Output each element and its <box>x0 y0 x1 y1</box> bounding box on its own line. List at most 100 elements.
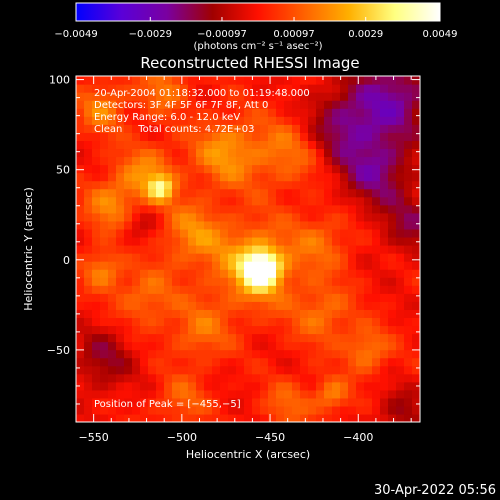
heatmap-cell <box>148 277 157 286</box>
heatmap-cell <box>76 244 85 254</box>
heatmap-cell <box>92 84 101 93</box>
heatmap-cell <box>324 76 333 85</box>
heatmap-cell <box>116 220 125 230</box>
heatmap-cell <box>348 212 357 222</box>
x-tick-label: −500 <box>167 431 197 444</box>
heatmap-cell <box>260 253 269 262</box>
heatmap-cell <box>356 108 365 117</box>
heatmap-cell <box>284 397 293 407</box>
heatmap-cell <box>412 317 420 327</box>
heatmap-cell <box>356 309 365 318</box>
heatmap-cell <box>404 132 413 141</box>
heatmap-cell <box>92 285 101 294</box>
heatmap-cell <box>124 156 133 166</box>
heatmap-cell <box>92 381 101 391</box>
heatmap-cell <box>108 100 117 109</box>
heatmap-cell <box>316 156 325 166</box>
heatmap-cell <box>244 108 253 117</box>
heatmap-cell <box>316 76 325 85</box>
heatmap-cell <box>116 269 125 278</box>
heatmap-cell <box>140 389 149 399</box>
heatmap-cell <box>340 212 349 222</box>
heatmap-cell <box>132 204 141 214</box>
heatmap-cell <box>116 236 125 246</box>
heatmap-cell <box>244 317 253 327</box>
heatmap-cell <box>156 317 165 327</box>
heatmap-cell <box>132 244 141 254</box>
heatmap-cell <box>276 277 285 286</box>
heatmap-cell <box>204 220 213 230</box>
heatmap-cell <box>180 309 189 318</box>
heatmap-cell <box>212 285 221 294</box>
heatmap-cell <box>404 212 413 222</box>
heatmap-cell <box>76 413 85 422</box>
colorbar-unit-label: (photons cm⁻² s⁻¹ asec⁻²) <box>193 41 322 52</box>
heatmap-cell <box>204 116 213 125</box>
heatmap-cell <box>380 253 389 262</box>
heatmap-cell <box>300 285 309 294</box>
heatmap-cell <box>76 317 85 327</box>
heatmap-cell <box>380 261 389 270</box>
heatmap-cell <box>132 413 141 422</box>
heatmap-cell <box>140 236 149 246</box>
heatmap-cell <box>84 413 93 422</box>
heatmap-cell <box>148 236 157 246</box>
heatmap-cell <box>340 341 349 351</box>
heatmap-cell <box>188 228 197 238</box>
heatmap-cell <box>252 277 261 286</box>
heatmap-cell <box>188 148 197 158</box>
heatmap-cell <box>292 253 301 262</box>
heatmap-cell <box>124 116 133 125</box>
heatmap-cell <box>140 172 149 182</box>
heatmap-cell <box>228 357 237 367</box>
heatmap-cell <box>124 148 133 158</box>
heatmap-cell <box>140 405 149 415</box>
heatmap-cell <box>324 204 333 214</box>
heatmap-cell <box>172 317 181 327</box>
heatmap-cell <box>124 317 133 327</box>
heatmap-cell <box>332 204 341 214</box>
heatmap-cell <box>356 196 365 206</box>
heatmap-cell <box>164 108 173 117</box>
heatmap-cell <box>356 413 365 422</box>
heatmap-cell <box>348 253 357 262</box>
heatmap-cell <box>324 244 333 254</box>
heatmap-cell <box>220 381 229 391</box>
heatmap-cell <box>84 261 93 270</box>
heatmap-cell <box>140 285 149 294</box>
heatmap-cell <box>388 156 397 166</box>
heatmap-cell <box>300 236 309 246</box>
heatmap-cell <box>164 397 173 407</box>
heatmap-cell <box>404 164 413 174</box>
heatmap-cell <box>108 317 117 327</box>
heatmap-cell <box>276 317 285 327</box>
heatmap-cell <box>84 140 93 150</box>
heatmap-cell <box>260 244 269 254</box>
heatmap-cell <box>204 100 213 109</box>
heatmap-cell <box>260 236 269 246</box>
heatmap-cell <box>92 116 101 125</box>
heatmap-cell <box>292 204 301 214</box>
heatmap-cell <box>92 100 101 109</box>
heatmap-cell <box>252 148 261 158</box>
heatmap-cell <box>116 381 125 391</box>
heatmap-cell <box>244 220 253 230</box>
heatmap-cell <box>204 389 213 399</box>
heatmap-cell <box>148 100 157 109</box>
heatmap-cell <box>100 373 109 383</box>
heatmap-cell <box>140 84 149 93</box>
heatmap-cell <box>316 341 325 351</box>
heatmap-cell <box>284 349 293 359</box>
heatmap-cell <box>188 180 197 190</box>
heatmap-cell <box>252 413 261 422</box>
colorbar-tick-label: −0.00097 <box>197 29 247 40</box>
heatmap-cell <box>364 349 373 359</box>
heatmap-cell <box>316 357 325 367</box>
heatmap-cell <box>268 156 277 166</box>
heatmap-cell <box>196 405 205 415</box>
heatmap-cell <box>92 180 101 190</box>
heatmap-cell <box>164 220 173 230</box>
heatmap-cell <box>204 269 213 278</box>
heatmap-cell <box>92 317 101 327</box>
heatmap-cell <box>388 365 397 375</box>
